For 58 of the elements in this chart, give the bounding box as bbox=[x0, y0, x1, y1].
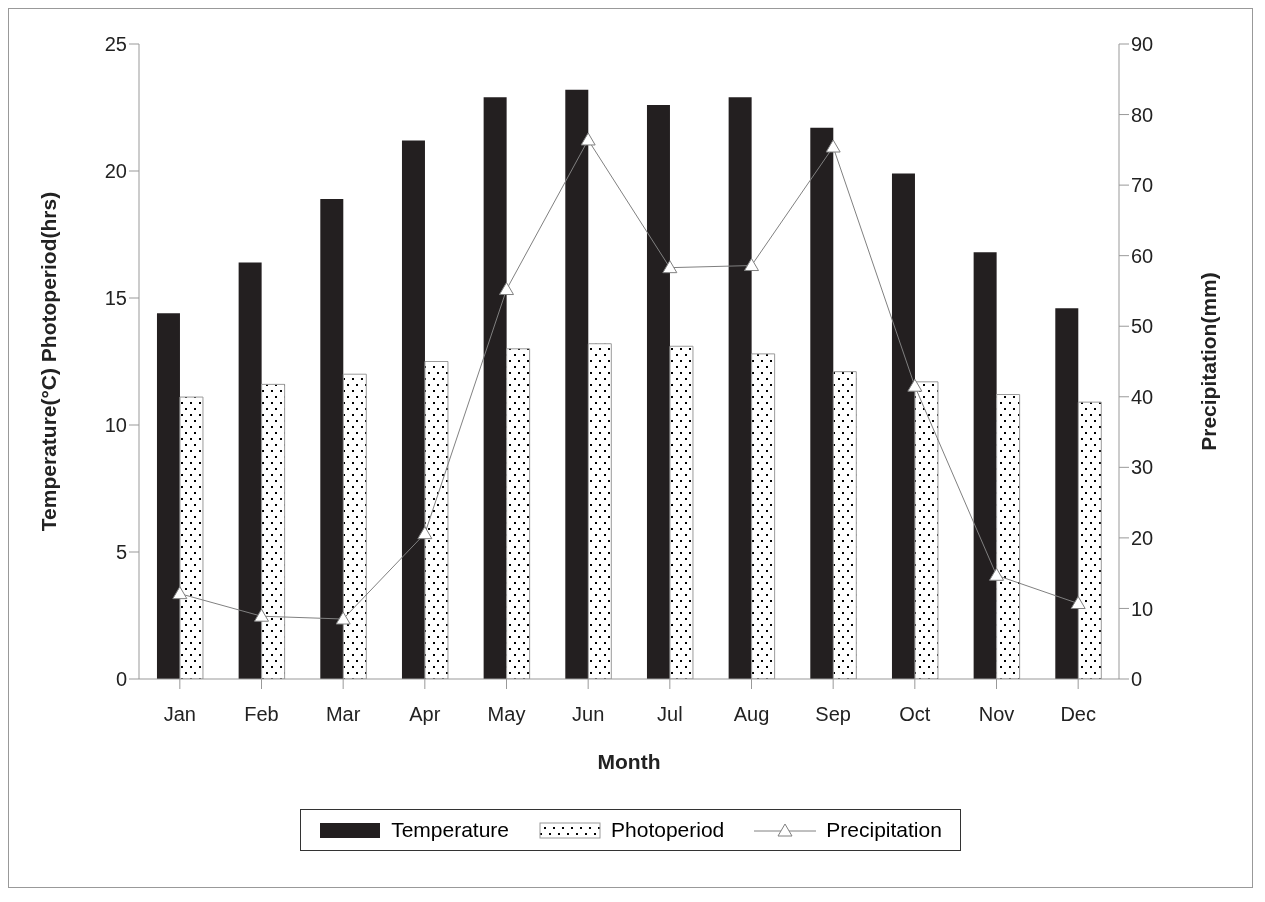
x-tick-label: Dec bbox=[1060, 703, 1096, 726]
x-tick-label: Mar bbox=[325, 703, 361, 726]
x-tick-label: Oct bbox=[899, 703, 931, 726]
point bbox=[744, 258, 759, 272]
bar bbox=[238, 262, 262, 679]
point bbox=[499, 282, 514, 296]
point bbox=[825, 139, 841, 153]
y2-tick-label: 40 bbox=[1131, 385, 1154, 408]
y-tick-label: 25 bbox=[104, 33, 127, 56]
bar bbox=[565, 89, 589, 679]
y2-tick-label: 20 bbox=[1131, 526, 1154, 549]
bar bbox=[1055, 308, 1079, 679]
bar bbox=[401, 140, 425, 679]
bar bbox=[483, 97, 507, 679]
y2-tick-label: 80 bbox=[1131, 103, 1154, 126]
point bbox=[417, 526, 433, 540]
x-tick-label: Jan bbox=[163, 703, 196, 726]
y2-tick-label: 90 bbox=[1131, 33, 1154, 56]
bar bbox=[891, 173, 915, 679]
point bbox=[989, 567, 1004, 581]
x-tick-label: Aug bbox=[733, 703, 770, 726]
x-tick-label: Jul bbox=[657, 703, 683, 726]
y2-tick-label: 70 bbox=[1131, 174, 1154, 197]
point bbox=[335, 611, 351, 625]
y2-tick-label: 50 bbox=[1131, 315, 1154, 338]
y-axis-title: Temperature(°C) Photoperiod(hrs) bbox=[37, 191, 61, 532]
x-tick-label: May bbox=[487, 703, 526, 726]
x-tick-label: Nov bbox=[978, 703, 1015, 726]
x-axis-title: Month bbox=[597, 750, 661, 773]
bar bbox=[810, 127, 834, 679]
y-tick-label: 20 bbox=[104, 160, 127, 183]
y2-tick-label: 60 bbox=[1131, 244, 1154, 267]
x-tick-label: Apr bbox=[409, 703, 441, 726]
y-tick-label: 0 bbox=[115, 668, 127, 691]
y2-tick-label: 30 bbox=[1131, 456, 1154, 479]
y2-axis-title: Precipitation(mm) bbox=[1197, 272, 1221, 451]
point bbox=[254, 608, 269, 622]
legend-label: Precipitation bbox=[826, 818, 942, 842]
bar bbox=[646, 104, 670, 679]
legend-label: Photoperiod bbox=[611, 818, 725, 842]
y-tick-label: 10 bbox=[104, 414, 127, 437]
bar bbox=[973, 252, 997, 679]
point bbox=[907, 378, 923, 392]
point bbox=[1070, 596, 1086, 610]
x-tick-label: Feb bbox=[244, 703, 279, 726]
point bbox=[580, 132, 596, 146]
x-tick-label: Sep bbox=[815, 703, 851, 726]
legend-label: Temperature bbox=[391, 818, 510, 842]
bar bbox=[156, 313, 180, 679]
x-tick-label: Jun bbox=[572, 703, 605, 726]
bar bbox=[728, 97, 752, 679]
y-tick-label: 5 bbox=[115, 541, 127, 564]
point bbox=[172, 586, 188, 600]
y2-tick-label: 10 bbox=[1131, 597, 1154, 620]
point bbox=[662, 260, 678, 274]
y2-tick-label: 0 bbox=[1131, 668, 1143, 691]
bar bbox=[320, 198, 344, 679]
y-tick-label: 15 bbox=[104, 287, 127, 310]
